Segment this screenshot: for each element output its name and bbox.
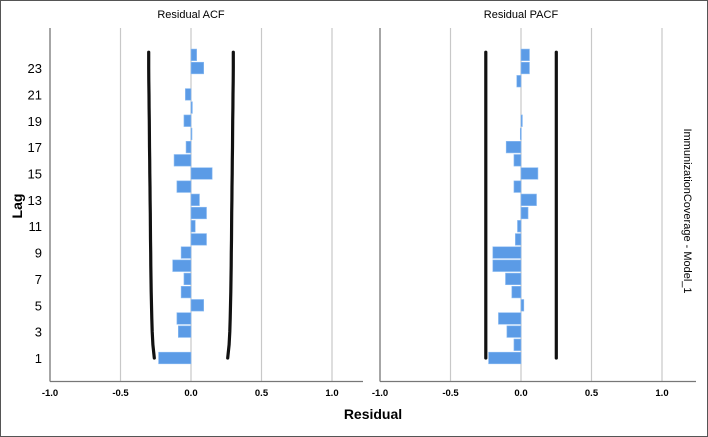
acf-bar-lag-23 bbox=[520, 61, 530, 75]
x-tick-label: -0.5 bbox=[112, 388, 129, 399]
x-axis-title: Residual bbox=[344, 406, 402, 422]
acf-bar-lag-3 bbox=[178, 325, 192, 338]
panel-title: Residual PACF bbox=[484, 9, 559, 21]
acf-bar-lag-6 bbox=[180, 285, 192, 299]
x-tick-label: 0.0 bbox=[184, 388, 197, 399]
acf-bar-lag-13 bbox=[520, 193, 537, 206]
y-tick-label: 1 bbox=[35, 351, 42, 366]
acf-bar-lag-7 bbox=[183, 272, 192, 286]
acf-bar-lag-18 bbox=[190, 127, 193, 141]
acf-bar-lag-16 bbox=[173, 154, 192, 167]
acf-bar-lag-13 bbox=[190, 193, 200, 206]
y-tick-label: 15 bbox=[28, 166, 42, 181]
acf-bar-lag-10 bbox=[515, 233, 522, 246]
acf-bar-lag-22 bbox=[516, 75, 522, 88]
acf-bar-lag-11 bbox=[190, 220, 196, 233]
panel-title: Residual ACF bbox=[157, 9, 225, 21]
x-tick-label: -0.5 bbox=[442, 388, 459, 399]
acf-bar-lag-3 bbox=[506, 325, 522, 338]
acf-bar-lag-12 bbox=[520, 206, 529, 220]
y-tick-label: 23 bbox=[28, 61, 42, 76]
y-tick-label: 19 bbox=[28, 114, 42, 129]
y-axis-title: Lag bbox=[9, 194, 25, 219]
lower-confidence-limit bbox=[147, 50, 156, 360]
y-tick-label: 9 bbox=[35, 246, 42, 261]
acf-bar-lag-23 bbox=[190, 61, 204, 75]
acf-bar-lag-9 bbox=[180, 246, 192, 259]
acf-bar-lag-6 bbox=[511, 285, 522, 299]
y-tick-label: 3 bbox=[35, 325, 42, 340]
acf-bar-lag-10 bbox=[190, 233, 207, 246]
acf-bar-lag-5 bbox=[190, 299, 204, 312]
acf-bar-lag-1 bbox=[158, 351, 192, 365]
x-tick-label: 1.0 bbox=[655, 388, 668, 399]
x-tick-label: -1.0 bbox=[372, 388, 388, 399]
acf-bar-lag-19 bbox=[520, 114, 523, 127]
acf-bar-lag-16 bbox=[513, 154, 522, 167]
row-label: ImmunizationCoverage - Model_1 bbox=[681, 128, 693, 293]
acf-bar-lag-24 bbox=[520, 48, 530, 61]
x-tick-label: 0.5 bbox=[585, 388, 599, 399]
acf-bar-lag-5 bbox=[520, 299, 525, 312]
x-tick-label: -1.0 bbox=[42, 388, 58, 399]
y-tick-label: 11 bbox=[29, 219, 43, 234]
acf-bar-lag-2 bbox=[513, 338, 522, 351]
acf-bar-lag-18 bbox=[519, 127, 522, 141]
acf-bar-lag-19 bbox=[183, 114, 192, 127]
acf-bar-lag-9 bbox=[492, 246, 522, 259]
upper-confidence-limit bbox=[226, 50, 235, 360]
acf-bar-lag-4 bbox=[498, 312, 522, 325]
y-tick-label: 21 bbox=[28, 87, 42, 102]
acf-bar-lag-14 bbox=[176, 180, 192, 193]
acf-bar-lag-8 bbox=[172, 259, 192, 272]
y-tick-label: 13 bbox=[28, 193, 42, 208]
acf-bar-lag-17 bbox=[505, 141, 522, 154]
acf-bar-lag-4 bbox=[176, 312, 192, 325]
acf-bar-lag-20 bbox=[190, 101, 193, 114]
acf-bar-lag-17 bbox=[185, 141, 192, 154]
acf-bar-lag-15 bbox=[520, 167, 539, 180]
acf-bar-lag-12 bbox=[190, 206, 207, 220]
y-tick-label: 17 bbox=[28, 140, 42, 155]
acf-bar-lag-14 bbox=[513, 180, 522, 193]
y-tick-label: 7 bbox=[35, 272, 42, 287]
x-tick-label: 0.5 bbox=[255, 388, 269, 399]
x-tick-label: 1.0 bbox=[325, 388, 338, 399]
x-tick-label: 0.0 bbox=[514, 388, 527, 399]
acf-bar-lag-15 bbox=[190, 167, 213, 180]
acf-bar-lag-8 bbox=[492, 259, 522, 272]
y-tick-label: 5 bbox=[35, 298, 42, 313]
acf-bar-lag-11 bbox=[517, 220, 522, 233]
acf-bar-lag-7 bbox=[505, 272, 522, 286]
acf-bar-lag-21 bbox=[185, 88, 192, 101]
acf-bar-lag-1 bbox=[488, 351, 522, 365]
acf-bar-lag-24 bbox=[190, 48, 197, 61]
